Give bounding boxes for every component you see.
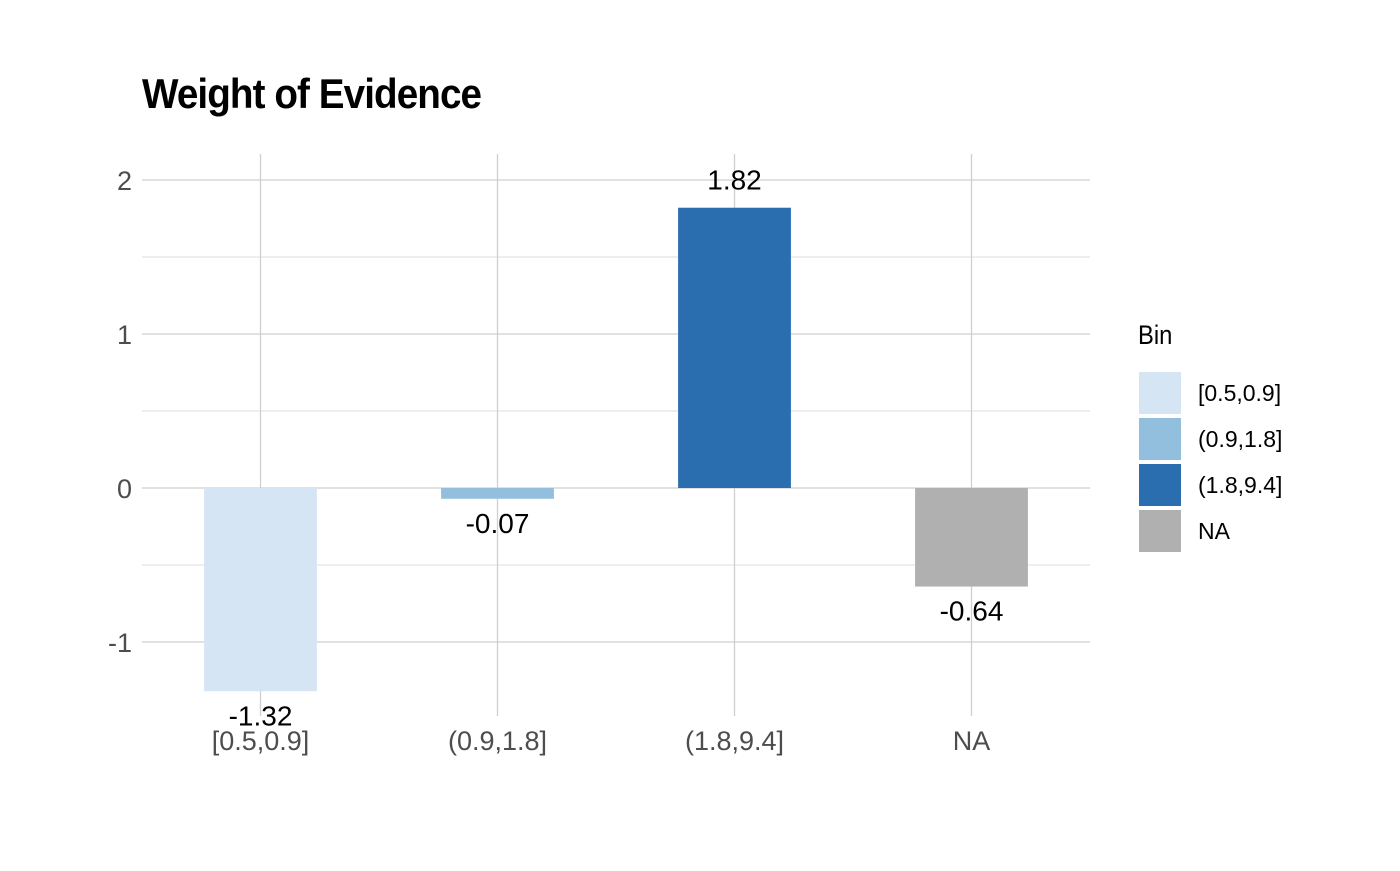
legend-label: (1.8,9.4]	[1198, 472, 1282, 498]
y-tick-label: 2	[117, 166, 132, 196]
legend-title: Bin	[1138, 320, 1173, 350]
bar-3	[915, 488, 1028, 587]
x-tick-label: [0.5,0.9]	[212, 726, 310, 756]
y-tick-label: 1	[117, 320, 132, 350]
legend-swatch	[1139, 372, 1181, 414]
x-tick-label: NA	[953, 726, 991, 756]
legend-swatch	[1139, 418, 1181, 460]
chart-title: Weight of Evidence	[142, 70, 482, 117]
bar-0	[204, 488, 317, 692]
legend-label: (0.9,1.8]	[1198, 426, 1282, 452]
data-label: 1.82	[707, 165, 762, 196]
y-tick-label: 0	[117, 474, 132, 504]
legend-label: NA	[1198, 518, 1231, 544]
data-label: -1.32	[229, 700, 293, 731]
legend: [0.5,0.9] (0.9,1.8] (1.8,9.4] NA	[1139, 372, 1282, 552]
x-tick-label: (1.8,9.4]	[685, 726, 784, 756]
data-label: -0.64	[940, 596, 1004, 627]
y-tick-label: -1	[108, 628, 132, 658]
data-label: -0.07	[466, 508, 530, 539]
legend-swatch	[1139, 510, 1181, 552]
x-tick-label: (0.9,1.8]	[448, 726, 547, 756]
bar-2	[678, 207, 791, 488]
bar-1	[441, 488, 554, 499]
legend-label: [0.5,0.9]	[1198, 380, 1281, 406]
legend-swatch	[1139, 464, 1181, 506]
